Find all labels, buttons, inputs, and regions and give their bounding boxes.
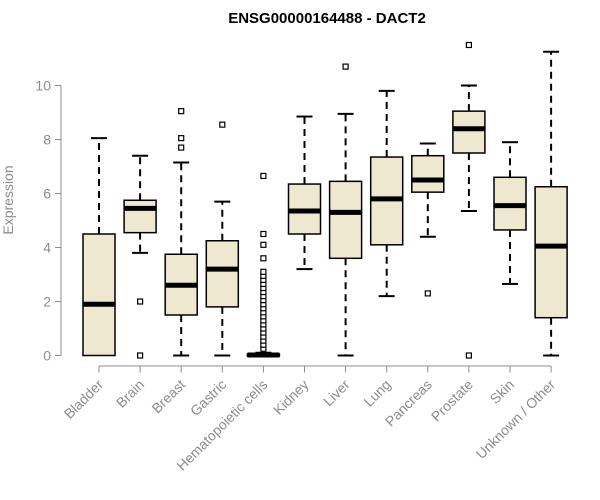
x-tick-label: Lung [360, 376, 393, 409]
x-tick-label: Prostate [428, 376, 476, 424]
box-iqr [328, 180, 363, 260]
outlier-point [178, 108, 185, 115]
y-tick-label: 8 [43, 132, 51, 148]
box-kidney [287, 115, 322, 271]
box-breast [164, 108, 198, 357]
outlier-point [424, 290, 431, 297]
outlier-point [260, 172, 267, 180]
box-series [82, 41, 568, 359]
box-brain [123, 154, 157, 359]
outlier-point [178, 144, 185, 151]
outlier-point [342, 63, 349, 70]
box-liver [328, 63, 363, 357]
y-tick-label: 10 [35, 78, 51, 94]
box-iqr [205, 240, 240, 308]
box-gastric [205, 121, 240, 357]
y-tick-label: 0 [43, 348, 51, 364]
x-tick-label: Skin [487, 376, 518, 407]
x-tick-label: Brain [113, 376, 147, 410]
y-tick-label: 6 [43, 186, 51, 202]
box-prostate [452, 41, 486, 359]
box-bladder [82, 137, 116, 357]
outlier-point [219, 121, 226, 128]
box-lung [369, 89, 404, 298]
outlier-point [137, 298, 144, 305]
x-tick-label: Bladder [61, 376, 107, 422]
y-axis: 0 2 4 6 8 10 [35, 78, 62, 364]
box-pancreas [411, 142, 445, 297]
box-unknown-other [534, 50, 568, 357]
outlier-point [465, 41, 472, 49]
x-tick-label: Breast [148, 376, 188, 416]
outlier-point [260, 241, 267, 248]
outlier-point [178, 135, 185, 142]
box-skin [493, 141, 527, 285]
y-tick-label: 2 [43, 294, 51, 310]
y-tick-label: 4 [43, 240, 51, 256]
box-iqr [452, 110, 486, 154]
box-iqr [534, 186, 568, 319]
box-hematopoietic-cells [246, 172, 281, 358]
chart-title: ENSG00000164488 - DACT2 [228, 10, 426, 27]
outlier-point [260, 230, 267, 238]
x-tick-label: Kidney [270, 376, 312, 418]
x-tick-label: Liver [320, 376, 353, 409]
box-iqr [123, 199, 157, 234]
outlier-point [465, 352, 472, 359]
outlier-point [260, 255, 267, 262]
box-iqr [411, 154, 445, 193]
outlier-point [260, 268, 267, 275]
box-iqr [82, 233, 116, 357]
outlier-point [137, 352, 144, 359]
y-axis-label: Expression [0, 165, 16, 234]
